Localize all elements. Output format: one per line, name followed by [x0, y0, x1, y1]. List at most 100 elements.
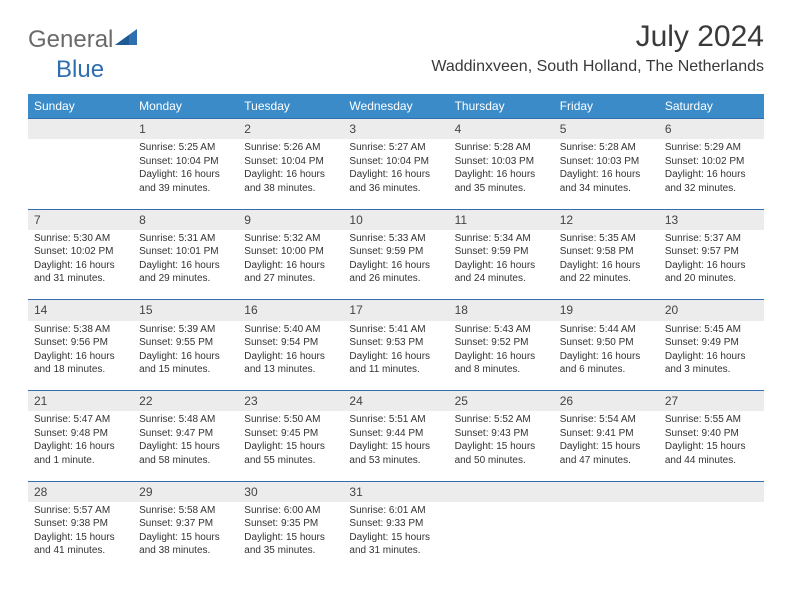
- day-number-cell: 18: [449, 300, 554, 321]
- sunset-text: Sunset: 9:40 PM: [665, 427, 758, 441]
- daylight-text-2: and 26 minutes.: [349, 272, 442, 286]
- daylight-text-1: Daylight: 16 hours: [455, 350, 548, 364]
- day-data-cell: Sunrise: 5:41 AMSunset: 9:53 PMDaylight:…: [343, 321, 448, 391]
- sunrise-text: Sunrise: 5:28 AM: [560, 141, 653, 155]
- daylight-text-1: Daylight: 15 hours: [244, 531, 337, 545]
- daylight-text-2: and 15 minutes.: [139, 363, 232, 377]
- day-number-cell: 13: [659, 209, 764, 230]
- day-number-cell: 2: [238, 119, 343, 140]
- logo: General: [28, 26, 137, 54]
- day-number-cell: 28: [28, 481, 133, 502]
- sunset-text: Sunset: 9:43 PM: [455, 427, 548, 441]
- weekday-header: Saturday: [659, 94, 764, 119]
- day-data-cell: [659, 502, 764, 572]
- day-number-cell: 10: [343, 209, 448, 230]
- daylight-text-2: and 55 minutes.: [244, 454, 337, 468]
- daylight-text-1: Daylight: 15 hours: [455, 440, 548, 454]
- sunrise-text: Sunrise: 6:01 AM: [349, 504, 442, 518]
- daylight-text-2: and 6 minutes.: [560, 363, 653, 377]
- day-number-cell: 9: [238, 209, 343, 230]
- day-data-cell: Sunrise: 5:40 AMSunset: 9:54 PMDaylight:…: [238, 321, 343, 391]
- month-title: July 2024: [431, 20, 764, 54]
- sunrise-text: Sunrise: 5:33 AM: [349, 232, 442, 246]
- day-number-cell: 8: [133, 209, 238, 230]
- daylight-text-1: Daylight: 16 hours: [349, 168, 442, 182]
- day-data-cell: Sunrise: 5:32 AMSunset: 10:00 PMDaylight…: [238, 230, 343, 300]
- daylight-text-2: and 32 minutes.: [665, 182, 758, 196]
- sunrise-text: Sunrise: 5:25 AM: [139, 141, 232, 155]
- sunrise-text: Sunrise: 5:27 AM: [349, 141, 442, 155]
- weekday-header: Sunday: [28, 94, 133, 119]
- day-number-cell: 31: [343, 481, 448, 502]
- day-data-cell: Sunrise: 5:58 AMSunset: 9:37 PMDaylight:…: [133, 502, 238, 572]
- sunrise-text: Sunrise: 5:45 AM: [665, 323, 758, 337]
- daylight-text-1: Daylight: 15 hours: [139, 440, 232, 454]
- day-number-cell: 4: [449, 119, 554, 140]
- day-number-cell: 11: [449, 209, 554, 230]
- daylight-text-2: and 36 minutes.: [349, 182, 442, 196]
- sunset-text: Sunset: 9:47 PM: [139, 427, 232, 441]
- day-data-cell: Sunrise: 5:25 AMSunset: 10:04 PMDaylight…: [133, 139, 238, 209]
- day-number-cell: [28, 119, 133, 140]
- sunrise-text: Sunrise: 5:41 AM: [349, 323, 442, 337]
- sunset-text: Sunset: 10:02 PM: [34, 245, 127, 259]
- daylight-text-2: and 22 minutes.: [560, 272, 653, 286]
- location: Waddinxveen, South Holland, The Netherla…: [431, 58, 764, 76]
- day-number-cell: 3: [343, 119, 448, 140]
- day-data-cell: Sunrise: 5:39 AMSunset: 9:55 PMDaylight:…: [133, 321, 238, 391]
- sunset-text: Sunset: 9:57 PM: [665, 245, 758, 259]
- sunset-text: Sunset: 9:49 PM: [665, 336, 758, 350]
- day-data-cell: Sunrise: 5:26 AMSunset: 10:04 PMDaylight…: [238, 139, 343, 209]
- sunset-text: Sunset: 9:33 PM: [349, 517, 442, 531]
- logo-triangle-icon: [115, 29, 137, 50]
- day-data-cell: Sunrise: 5:29 AMSunset: 10:02 PMDaylight…: [659, 139, 764, 209]
- day-number-cell: [659, 481, 764, 502]
- sunrise-text: Sunrise: 5:30 AM: [34, 232, 127, 246]
- sunset-text: Sunset: 9:58 PM: [560, 245, 653, 259]
- sunset-text: Sunset: 10:03 PM: [560, 155, 653, 169]
- day-data-cell: [28, 139, 133, 209]
- day-number-cell: 25: [449, 391, 554, 412]
- sunrise-text: Sunrise: 5:55 AM: [665, 413, 758, 427]
- day-data-cell: Sunrise: 5:57 AMSunset: 9:38 PMDaylight:…: [28, 502, 133, 572]
- daylight-text-1: Daylight: 16 hours: [665, 350, 758, 364]
- daylight-text-2: and 20 minutes.: [665, 272, 758, 286]
- sunset-text: Sunset: 10:03 PM: [455, 155, 548, 169]
- daylight-text-1: Daylight: 16 hours: [139, 259, 232, 273]
- day-number-cell: 15: [133, 300, 238, 321]
- day-number-cell: 22: [133, 391, 238, 412]
- sunrise-text: Sunrise: 5:29 AM: [665, 141, 758, 155]
- day-data-row: Sunrise: 5:25 AMSunset: 10:04 PMDaylight…: [28, 139, 764, 209]
- daylight-text-2: and 1 minute.: [34, 454, 127, 468]
- day-number-cell: 6: [659, 119, 764, 140]
- day-data-cell: Sunrise: 5:44 AMSunset: 9:50 PMDaylight:…: [554, 321, 659, 391]
- sunset-text: Sunset: 9:59 PM: [455, 245, 548, 259]
- day-data-cell: Sunrise: 5:50 AMSunset: 9:45 PMDaylight:…: [238, 411, 343, 481]
- daylight-text-2: and 34 minutes.: [560, 182, 653, 196]
- daylight-text-2: and 50 minutes.: [455, 454, 548, 468]
- daylight-text-2: and 27 minutes.: [244, 272, 337, 286]
- day-number-row: 14151617181920: [28, 300, 764, 321]
- day-number-cell: 24: [343, 391, 448, 412]
- sunset-text: Sunset: 9:45 PM: [244, 427, 337, 441]
- day-data-cell: Sunrise: 5:51 AMSunset: 9:44 PMDaylight:…: [343, 411, 448, 481]
- daylight-text-1: Daylight: 16 hours: [560, 259, 653, 273]
- daylight-text-1: Daylight: 16 hours: [139, 168, 232, 182]
- daylight-text-2: and 47 minutes.: [560, 454, 653, 468]
- sunrise-text: Sunrise: 5:40 AM: [244, 323, 337, 337]
- day-number-cell: 5: [554, 119, 659, 140]
- weekday-header-row: Sunday Monday Tuesday Wednesday Thursday…: [28, 94, 764, 119]
- daylight-text-1: Daylight: 16 hours: [349, 259, 442, 273]
- day-data-cell: Sunrise: 5:28 AMSunset: 10:03 PMDaylight…: [554, 139, 659, 209]
- sunset-text: Sunset: 9:56 PM: [34, 336, 127, 350]
- daylight-text-1: Daylight: 15 hours: [349, 440, 442, 454]
- sunset-text: Sunset: 10:04 PM: [244, 155, 337, 169]
- day-data-cell: Sunrise: 5:34 AMSunset: 9:59 PMDaylight:…: [449, 230, 554, 300]
- day-number-cell: 20: [659, 300, 764, 321]
- daylight-text-1: Daylight: 16 hours: [244, 168, 337, 182]
- day-data-row: Sunrise: 5:30 AMSunset: 10:02 PM Daylight…: [28, 230, 764, 300]
- day-data-cell: Sunrise: 5:30 AMSunset: 10:02 PMDaylight…: [28, 230, 133, 300]
- day-number-cell: 27: [659, 391, 764, 412]
- daylight-text-1: Daylight: 16 hours: [34, 350, 127, 364]
- day-data-cell: Sunrise: 5:33 AMSunset: 9:59 PMDaylight:…: [343, 230, 448, 300]
